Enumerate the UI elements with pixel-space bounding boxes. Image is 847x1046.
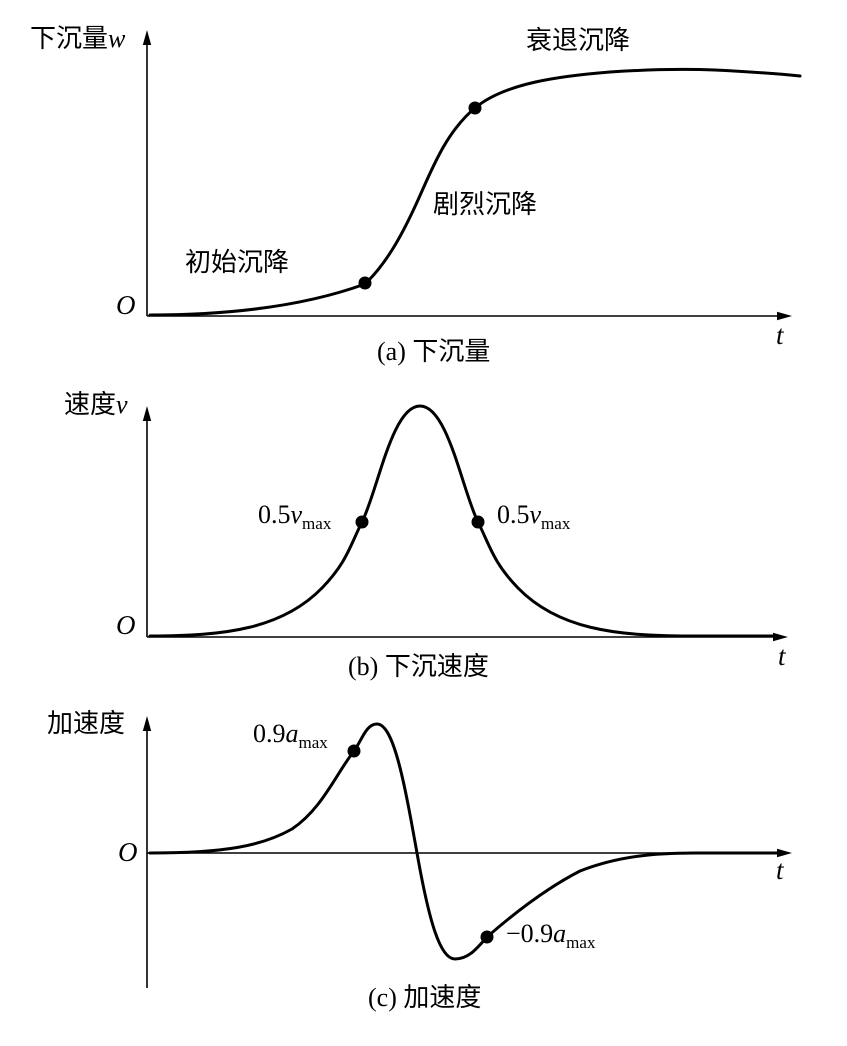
marker-neg-var: a (553, 919, 567, 948)
y-axis-arrow-c (142, 716, 152, 731)
phase-label-decay: 衰退沉降 (526, 26, 631, 55)
marker-left-var: v (290, 500, 303, 529)
caption-c: (c) 加速度 (368, 983, 482, 1012)
origin-label-c: O (118, 837, 138, 867)
x-axis-label-c: t (776, 855, 784, 885)
y-axis-label-a-text: 下沉量 (30, 24, 109, 53)
chart-a-axes (146, 44, 779, 317)
neg-09amax-dot (480, 930, 494, 944)
phase-label-initial: 初始沉降 (185, 248, 290, 277)
y-axis-label-b-text: 速度 (64, 390, 117, 419)
marker-pos-var: a (285, 719, 299, 748)
curve-velocity (148, 404, 777, 638)
caption-a: (a) 下沉量 (377, 337, 491, 366)
marker-label-pos-09amax: 0.9amax (253, 720, 328, 752)
x-axis-arrow-c (777, 848, 792, 858)
phase-label-severe: 剧烈沉降 (433, 190, 538, 219)
y-axis-var-a: w (108, 24, 126, 53)
marker-right-var: v (529, 500, 542, 529)
chart-b-axes (146, 420, 775, 638)
x-axis-label-b: t (778, 641, 786, 671)
caption-b: (b) 下沉速度 (348, 652, 489, 681)
marker-pos-sub: max (298, 733, 328, 752)
y-axis-label-a: 下沉量w (30, 25, 125, 52)
pos-09amax-dot (347, 744, 361, 758)
marker-neg-sub: max (566, 933, 596, 952)
half-vmax-dot-right (471, 515, 485, 529)
x-axis-arrow-a (777, 311, 792, 321)
marker-left-coef: 0.5 (258, 500, 291, 529)
marker-label-half-vmax-right: 0.5vmax (497, 501, 570, 533)
phase-boundary-dot-1 (358, 276, 372, 290)
marker-left-sub: max (302, 514, 332, 533)
marker-label-half-vmax-left: 0.5vmax (258, 501, 331, 533)
phase-boundary-dot-2 (468, 101, 482, 115)
half-vmax-dot-left (355, 515, 369, 529)
marker-label-neg-09amax: −0.9amax (506, 920, 595, 952)
y-axis-label-c: 加速度 (47, 709, 126, 738)
x-axis-label-a: t (776, 320, 784, 350)
marker-right-sub: max (541, 514, 571, 533)
x-axis-arrow-b (773, 632, 788, 642)
y-axis-var-b: v (116, 390, 128, 419)
origin-label-b: O (116, 610, 136, 640)
marker-neg-coef: −0.9 (506, 919, 554, 948)
chart-c-axes (146, 730, 779, 988)
marker-right-coef: 0.5 (497, 500, 530, 529)
origin-label-a: O (116, 290, 136, 320)
curve-acceleration (148, 722, 782, 961)
y-axis-label-b: 速度v (64, 391, 128, 418)
marker-pos-coef: 0.9 (253, 719, 286, 748)
y-axis-arrow-a (142, 30, 152, 45)
y-axis-arrow-b (142, 406, 152, 421)
